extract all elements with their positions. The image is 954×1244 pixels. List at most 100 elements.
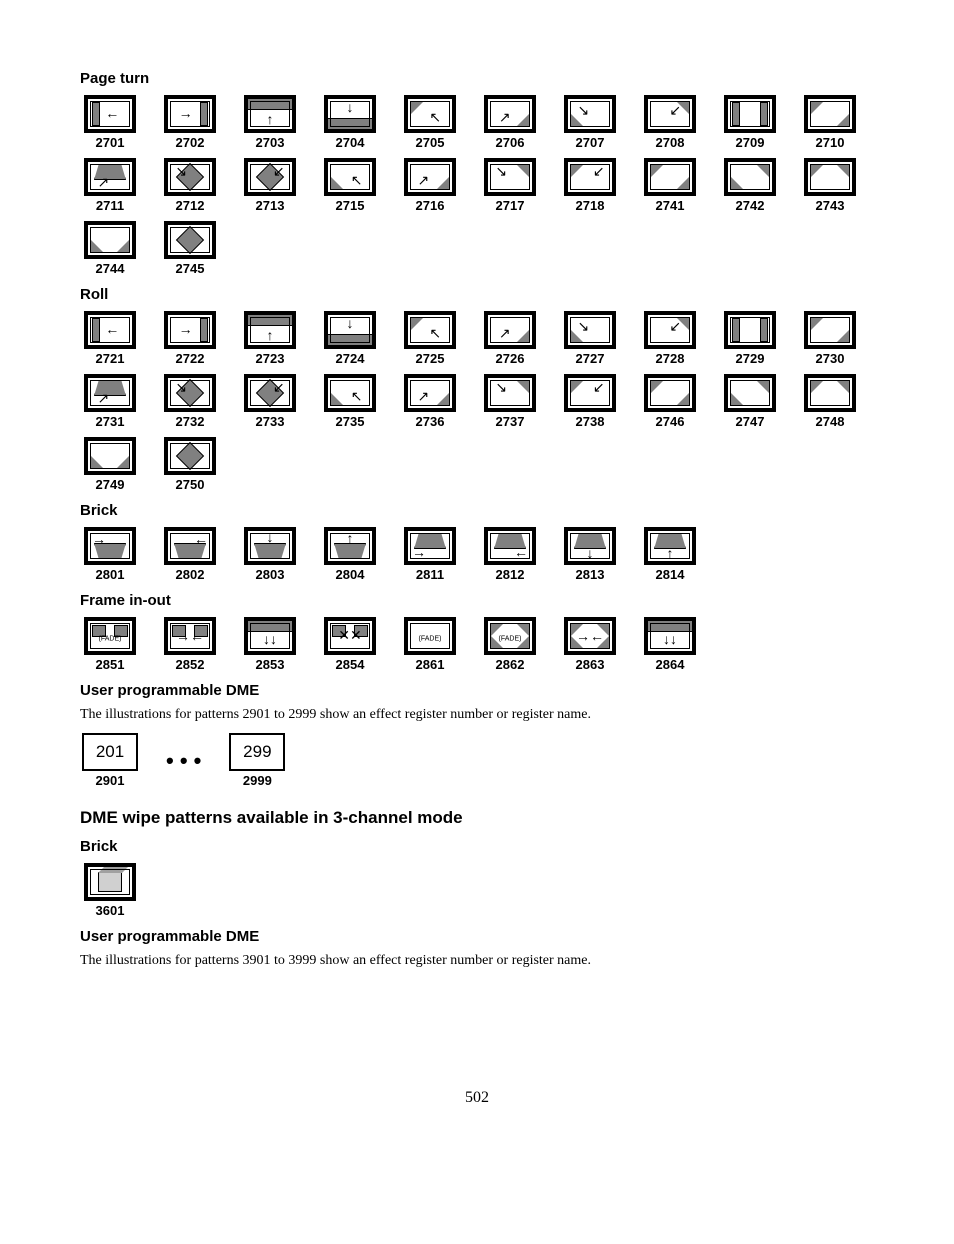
pattern-cell: ↓↓2853 [240, 617, 300, 672]
pattern-cell: ↓2724 [320, 311, 380, 366]
pattern-icon [724, 311, 776, 349]
pattern-label: 2712 [176, 198, 205, 213]
pattern-icon [84, 221, 136, 259]
pattern-row: 3601 [80, 863, 874, 918]
pattern-icon: ↓ [324, 95, 376, 133]
pattern-cell: →2722 [160, 311, 220, 366]
pattern-label: 2804 [336, 567, 365, 582]
pattern-cell: 2745 [160, 221, 220, 276]
pattern-row: 27492750 [80, 437, 874, 492]
section-title: Brick [80, 838, 874, 855]
section-title: User programmable DME [80, 928, 874, 945]
pattern-icon: ← [484, 527, 536, 565]
dots: • • • [160, 740, 207, 782]
register-box: 201 [82, 733, 138, 771]
pattern-icon [164, 221, 216, 259]
pattern-row: →2801←2802↓2803↑2804→2811←2812↓2813↑2814 [80, 527, 874, 582]
body-text: The illustrations for patterns 3901 to 3… [80, 953, 874, 969]
pattern-label: 2709 [736, 135, 765, 150]
register-cell: 2992999 [227, 733, 287, 788]
pattern-label: 2748 [816, 414, 845, 429]
pattern-row: ←2721→2722↑2723↓2724↖2725↗2726↘2727↙2728… [80, 311, 874, 366]
pattern-cell: →2702 [160, 95, 220, 150]
pattern-icon: ↖ [404, 311, 456, 349]
pattern-label: 2702 [176, 135, 205, 150]
pattern-label: 2722 [176, 351, 205, 366]
pattern-label: 2742 [736, 198, 765, 213]
pattern-label: 2711 [96, 198, 124, 213]
pattern-icon: ↘ [564, 311, 616, 349]
pattern-icon: ↙ [244, 374, 296, 412]
pattern-label: 2707 [576, 135, 605, 150]
pattern-cell: ↗2736 [400, 374, 460, 429]
pattern-row: ↗2731↘2732↙2733↖2735↗2736↘2737↙273827462… [80, 374, 874, 429]
pattern-icon: ↘ [164, 374, 216, 412]
pattern-icon [804, 95, 856, 133]
pattern-label: 2745 [176, 261, 205, 276]
pattern-cell: 2710 [800, 95, 860, 150]
pattern-icon: (FADE) [84, 617, 136, 655]
pattern-icon: ↙ [564, 158, 616, 196]
pattern-label: 2741 [656, 198, 685, 213]
pattern-cell: ↖2725 [400, 311, 460, 366]
pattern-label: 2729 [736, 351, 765, 366]
pattern-icon [84, 437, 136, 475]
pattern-icon: ↗ [84, 374, 136, 412]
pattern-icon: → [84, 527, 136, 565]
pattern-cell: ↓2813 [560, 527, 620, 582]
pattern-label: 2704 [336, 135, 365, 150]
pattern-icon: ↑ [244, 95, 296, 133]
pattern-label: 2717 [496, 198, 525, 213]
pattern-cell: ↗ 2731 [80, 374, 140, 429]
pattern-icon [644, 374, 696, 412]
pattern-cell: ↙2713 [240, 158, 300, 213]
pattern-label: 2863 [576, 657, 605, 672]
pattern-icon: ↖ [404, 95, 456, 133]
pattern-icon: ↖ [324, 158, 376, 196]
pattern-cell: 2729 [720, 311, 780, 366]
pattern-label: 2731 [96, 414, 125, 429]
pattern-label: 2732 [176, 414, 205, 429]
pattern-icon: ← [164, 527, 216, 565]
page-number: 502 [80, 1089, 874, 1107]
pattern-icon: ↓↓ [244, 617, 296, 655]
body-text: The illustrations for patterns 2901 to 2… [80, 707, 874, 723]
pattern-icon: →← [164, 617, 216, 655]
pattern-cell: ↙ 2733 [240, 374, 300, 429]
pattern-label: 2724 [336, 351, 365, 366]
pattern-cell: ↙2718 [560, 158, 620, 213]
pattern-label: 2701 [96, 135, 125, 150]
pattern-label: 2812 [496, 567, 525, 582]
pattern-cell: ↘ 2712 [160, 158, 220, 213]
pattern-row: 2744 2745 [80, 221, 874, 276]
register-cell: 2012901 [80, 733, 140, 788]
pattern-icon: →← [564, 617, 616, 655]
pattern-icon: ↙ [644, 95, 696, 133]
page-content: Page turn←2701→2702↑2703↓2704↖2705↗2706↘… [80, 70, 874, 969]
pattern-cell: 2744 [80, 221, 140, 276]
register-label: 2999 [243, 773, 272, 788]
pattern-cell: →← 2852 [160, 617, 220, 672]
pattern-label: 2728 [656, 351, 685, 366]
pattern-label: 2705 [416, 135, 445, 150]
pattern-label: 2803 [256, 567, 285, 582]
pattern-cell: ↘2737 [480, 374, 540, 429]
pattern-cell: →2811 [400, 527, 460, 582]
pattern-label: 2750 [176, 477, 205, 492]
section-title: Page turn [80, 70, 874, 87]
pattern-label: 2726 [496, 351, 525, 366]
pattern-cell: (FADE)2851 [80, 617, 140, 672]
pattern-icon: ↘ [164, 158, 216, 196]
pattern-icon [84, 863, 136, 901]
pattern-label: 2715 [336, 198, 365, 213]
pattern-label: 2852 [176, 657, 205, 672]
heading: DME wipe patterns available in 3-channel… [80, 808, 874, 828]
pattern-label: 2733 [256, 414, 285, 429]
pattern-cell: →2801 [80, 527, 140, 582]
pattern-label: 2743 [816, 198, 845, 213]
pattern-cell: ↘2707 [560, 95, 620, 150]
pattern-cell: 2709 [720, 95, 780, 150]
pattern-icon: ↓ [564, 527, 616, 565]
pattern-label: 2746 [656, 414, 685, 429]
pattern-label: 2861 [416, 657, 445, 672]
